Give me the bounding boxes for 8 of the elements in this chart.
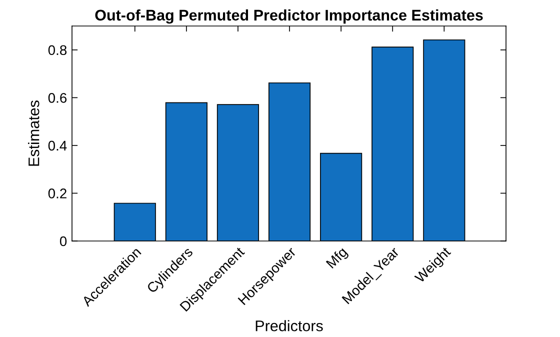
chart-title: Out-of-Bag Permuted Predictor Importance Estimates xyxy=(95,9,483,24)
y-tick-label: 0.4 xyxy=(48,140,67,151)
y-axis-title: Estimates xyxy=(28,100,40,166)
y-tick-label: 0.6 xyxy=(48,93,67,103)
y-tick-label: 0 xyxy=(60,236,67,246)
y-tick-label: 0.2 xyxy=(48,188,66,198)
y-tick-label: 0.8 xyxy=(48,45,67,56)
x-axis-title: Predictors xyxy=(256,320,323,332)
